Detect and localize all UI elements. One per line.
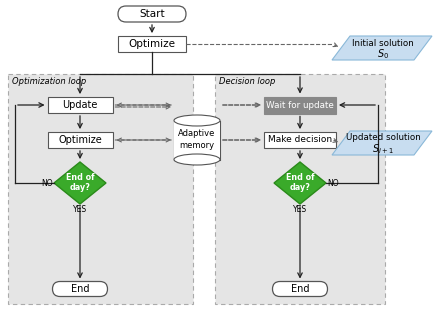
FancyBboxPatch shape — [273, 281, 327, 296]
Text: memory: memory — [180, 140, 215, 150]
Text: YES: YES — [293, 205, 307, 214]
Polygon shape — [332, 36, 432, 60]
Text: Adaptive: Adaptive — [178, 130, 216, 138]
Text: Updated solution: Updated solution — [346, 133, 420, 143]
FancyBboxPatch shape — [118, 6, 186, 22]
Text: Decision loop: Decision loop — [219, 78, 275, 86]
Ellipse shape — [174, 115, 220, 126]
Text: End of: End of — [286, 174, 314, 182]
Bar — [264, 132, 336, 148]
Text: $S_{i+1}$: $S_{i+1}$ — [372, 142, 394, 156]
Text: End: End — [71, 284, 89, 294]
Bar — [118, 36, 186, 52]
Text: Optimize: Optimize — [128, 39, 176, 49]
Bar — [48, 97, 112, 113]
Text: End of: End of — [66, 174, 94, 182]
Text: NO: NO — [41, 179, 53, 188]
Text: Wait for update: Wait for update — [266, 100, 334, 109]
Bar — [48, 132, 112, 148]
Polygon shape — [54, 162, 106, 204]
Ellipse shape — [174, 154, 220, 165]
Text: End: End — [291, 284, 309, 294]
Polygon shape — [332, 131, 432, 155]
Bar — [264, 97, 336, 114]
Text: $S_0$: $S_0$ — [377, 47, 389, 61]
Text: NO: NO — [327, 179, 339, 188]
FancyBboxPatch shape — [215, 74, 385, 304]
Text: Start: Start — [139, 9, 165, 19]
Text: Update: Update — [62, 100, 98, 110]
Text: Initial solution: Initial solution — [352, 39, 414, 48]
Text: Optimize: Optimize — [58, 135, 102, 145]
Text: day?: day? — [69, 182, 90, 191]
Text: YES: YES — [73, 205, 87, 214]
Polygon shape — [274, 162, 326, 204]
Text: Make decision: Make decision — [268, 136, 332, 145]
FancyBboxPatch shape — [52, 281, 108, 296]
Bar — [174, 121, 220, 160]
Text: Optimization loop: Optimization loop — [12, 78, 86, 86]
FancyBboxPatch shape — [8, 74, 193, 304]
Text: day?: day? — [290, 182, 310, 191]
